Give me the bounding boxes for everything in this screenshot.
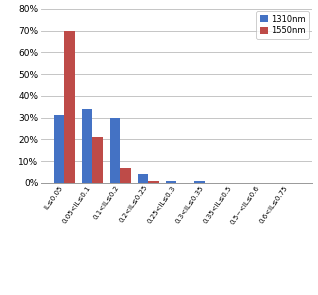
- Bar: [138, 174, 149, 183]
- Bar: [149, 181, 159, 183]
- Bar: [64, 31, 75, 183]
- Bar: [194, 181, 204, 183]
- Bar: [121, 168, 131, 183]
- Bar: [82, 109, 92, 183]
- Legend: 1310nm, 1550nm: 1310nm, 1550nm: [256, 11, 309, 39]
- Bar: [92, 137, 103, 183]
- Bar: [110, 118, 121, 183]
- Bar: [166, 181, 176, 183]
- Bar: [54, 115, 64, 183]
